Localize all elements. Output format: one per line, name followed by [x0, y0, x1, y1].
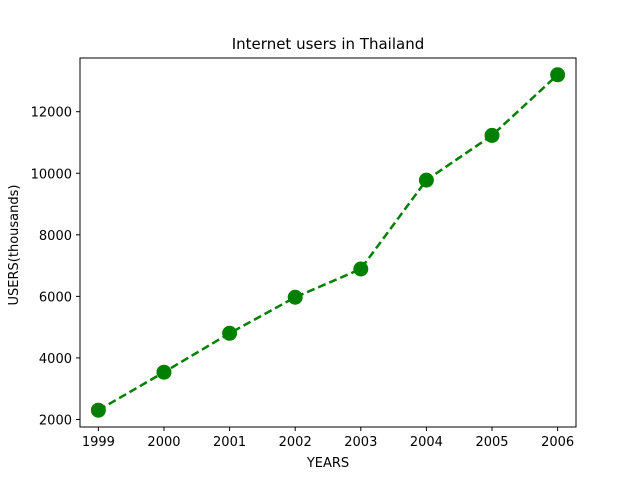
- data-point: [550, 67, 566, 83]
- data-point: [90, 402, 106, 418]
- plot-area: 1999 2000 2001 2002 2003 2004 2005 2006 2000 4000…: [31, 57, 577, 450]
- x-tick-label: 1999: [82, 435, 115, 450]
- data-point: [156, 364, 172, 380]
- y-tick-label: 6000: [39, 290, 72, 305]
- x-tick-label: 2006: [541, 435, 574, 450]
- x-tick-label: 2004: [410, 435, 443, 450]
- data-point: [484, 127, 500, 143]
- y-tick-label: 12000: [31, 106, 72, 121]
- y-tick-label: 10000: [31, 167, 72, 182]
- y-axis-label: USERS(thousands): [7, 185, 22, 306]
- y-tick-label: 2000: [39, 413, 72, 428]
- chart-title: Internet users in Thailand: [232, 35, 425, 53]
- x-tick-label: 2003: [344, 435, 377, 450]
- x-tick-label: 2005: [475, 435, 508, 450]
- series-line: [97, 73, 559, 412]
- data-point: [418, 172, 434, 188]
- axes-frame: [79, 57, 577, 428]
- x-tick-label: 2001: [213, 435, 246, 450]
- data-point: [222, 325, 238, 341]
- y-tick-label: 8000: [39, 229, 72, 244]
- x-tick-label: 2000: [147, 435, 180, 450]
- y-tick-label: 4000: [39, 352, 72, 367]
- x-tick-label: 2002: [279, 435, 312, 450]
- data-point: [353, 261, 369, 277]
- x-axis-label: YEARS: [306, 456, 349, 471]
- data-point: [287, 289, 303, 305]
